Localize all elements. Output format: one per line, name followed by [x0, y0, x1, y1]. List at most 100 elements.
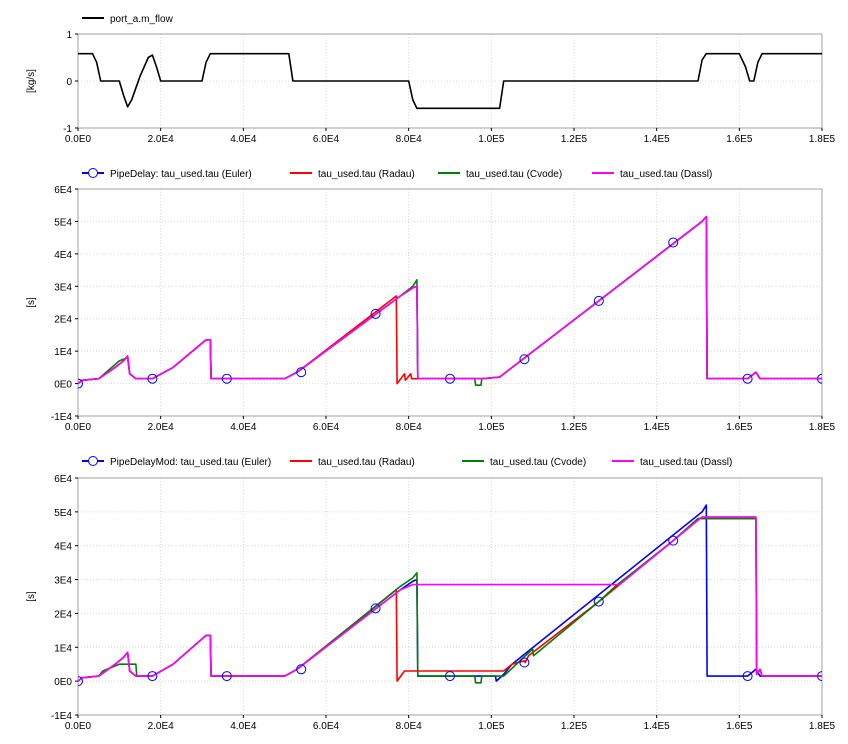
- x-tick-label: 2.0E4: [148, 134, 175, 145]
- y-tick-label: 2E4: [54, 315, 72, 326]
- x-tick-label: 1.0E5: [478, 422, 505, 433]
- legend-item: PipeDelayMod: tau_used.tau (Euler): [82, 456, 271, 468]
- x-tick-label: 6.0E4: [313, 134, 340, 145]
- legend-item: tau_used.tau (Cvode): [438, 169, 562, 180]
- y-tick-label: -1: [63, 124, 72, 135]
- y-tick-label: 3E4: [54, 282, 72, 293]
- series-marker-1: [445, 671, 455, 682]
- x-tick-label: 8.0E4: [396, 422, 423, 433]
- series-marker-1: [668, 237, 679, 248]
- legend-label: port_a.m_flow: [110, 14, 174, 25]
- series-marker-1: [296, 367, 307, 378]
- x-tick-label: 4.0E4: [230, 721, 257, 732]
- y-axis-label: [kg/s]: [26, 69, 37, 93]
- series-marker-1: [78, 378, 83, 389]
- legend-label: tau_used.tau (Dassl): [620, 169, 712, 180]
- series-marker-1: [817, 671, 822, 682]
- x-tick-label: 1.2E5: [561, 721, 588, 732]
- y-tick-label: 2E4: [54, 609, 72, 620]
- series-marker-1: [221, 671, 232, 682]
- legend-item: tau_used.tau (Dassl): [612, 457, 732, 468]
- series-marker-1: [370, 603, 381, 614]
- series-line-1: [78, 52, 822, 110]
- x-tick-label: 0.0E0: [65, 422, 92, 433]
- chart-panel-2: 0.0E0 2.0E4 4.0E4 6.0E4 8.0E4 1.0E5 1.2E5 1.4E5…: [26, 168, 836, 433]
- y-tick-label: 6E4: [54, 185, 72, 196]
- y-tick-label: -1E4: [51, 412, 73, 423]
- x-tick-label: 1.4E5: [644, 134, 671, 145]
- x-tick-label: 1.0E5: [478, 134, 505, 145]
- x-tick-label: 1.6E5: [726, 134, 753, 145]
- x-tick-label: 1.6E5: [726, 422, 753, 433]
- legend-item: tau_used.tau (Dassl): [592, 169, 712, 180]
- x-tick-label: 1.2E5: [561, 134, 588, 145]
- x-tick-label: 6.0E4: [313, 721, 340, 732]
- x-tick-label: 2.0E4: [148, 422, 175, 433]
- legend-marker: [88, 168, 98, 178]
- y-tick-label: 0E0: [54, 677, 72, 688]
- x-tick-label: 4.0E4: [230, 422, 257, 433]
- series-marker-1: [742, 671, 753, 682]
- plot-area: [78, 504, 822, 687]
- plot-area: [78, 215, 822, 389]
- y-axis-label: [s]: [26, 297, 37, 308]
- legend-item: tau_used.tau (Radau): [290, 169, 415, 180]
- legend-item: tau_used.tau (Radau): [290, 457, 415, 468]
- series-marker-1: [817, 373, 822, 384]
- y-axis-label: [s]: [26, 591, 37, 602]
- series-marker-1: [147, 671, 158, 682]
- x-tick-label: 6.0E4: [313, 422, 340, 433]
- legend-item: tau_used.tau (Cvode): [462, 457, 586, 468]
- series-marker-1: [296, 664, 307, 675]
- series-marker-1: [147, 373, 158, 384]
- x-tick-label: 0.0E0: [65, 721, 92, 732]
- legend-marker: [88, 456, 98, 466]
- legend-label: tau_used.tau (Radau): [318, 457, 415, 468]
- series-marker-1: [78, 676, 83, 687]
- chart-panel-1: 0.0E0 2.0E4 4.0E4 6.0E4 8.0E4 1.0E5 1.2E5 1.4E5…: [26, 14, 836, 145]
- y-tick-label: 4E4: [54, 542, 72, 553]
- legend-label: PipeDelayMod: tau_used.tau (Euler): [110, 457, 271, 468]
- plot-area: [78, 52, 822, 110]
- plot-frame: [77, 477, 823, 716]
- legend-item: port_a.m_flow: [82, 14, 174, 25]
- y-tick-label: 5E4: [54, 508, 72, 519]
- y-tick-label: 0: [66, 77, 72, 88]
- legend-label: tau_used.tau (Cvode): [466, 169, 562, 180]
- series-marker-1: [742, 373, 753, 384]
- y-tick-label: 1E4: [54, 643, 72, 654]
- x-tick-label: 1.2E5: [561, 422, 588, 433]
- y-tick-label: -1E4: [51, 711, 73, 722]
- series-marker-1: [370, 308, 381, 319]
- y-tick-label: 6E4: [54, 474, 72, 485]
- x-tick-label: 8.0E4: [396, 721, 423, 732]
- x-tick-label: 1.8E5: [809, 422, 836, 433]
- y-tick-label: 3E4: [54, 576, 72, 587]
- series-line-4: [78, 516, 822, 682]
- series-marker-1: [593, 295, 604, 306]
- series-marker-1: [668, 535, 679, 546]
- y-tick-label: 5E4: [54, 217, 72, 228]
- y-tick-label: 1: [66, 30, 72, 41]
- plot-frame: [77, 188, 823, 417]
- chart-panel-3: 0.0E0 2.0E4 4.0E4 6.0E4 8.0E4 1.0E5 1.2E5 1.4E5…: [26, 456, 836, 732]
- y-tick-label: 0E0: [54, 380, 72, 391]
- series-marker-1: [221, 373, 232, 384]
- legend-item: PipeDelay: tau_used.tau (Euler): [82, 168, 252, 180]
- y-tick-label: 1E4: [54, 347, 72, 358]
- x-tick-label: 1.4E5: [644, 721, 671, 732]
- x-tick-label: 1.0E5: [478, 721, 505, 732]
- x-tick-label: 2.0E4: [148, 721, 175, 732]
- x-tick-label: 1.8E5: [809, 721, 836, 732]
- legend-label: tau_used.tau (Cvode): [490, 457, 586, 468]
- legend-label: tau_used.tau (Dassl): [640, 457, 732, 468]
- x-tick-label: 0.0E0: [65, 134, 92, 145]
- legend-label: tau_used.tau (Radau): [318, 169, 415, 180]
- series-marker-1: [519, 657, 530, 668]
- series-marker-1: [519, 354, 530, 365]
- x-tick-label: 8.0E4: [396, 134, 423, 145]
- x-tick-label: 1.6E5: [726, 721, 753, 732]
- series-marker-1: [445, 373, 455, 384]
- legend-label: PipeDelay: tau_used.tau (Euler): [110, 169, 252, 180]
